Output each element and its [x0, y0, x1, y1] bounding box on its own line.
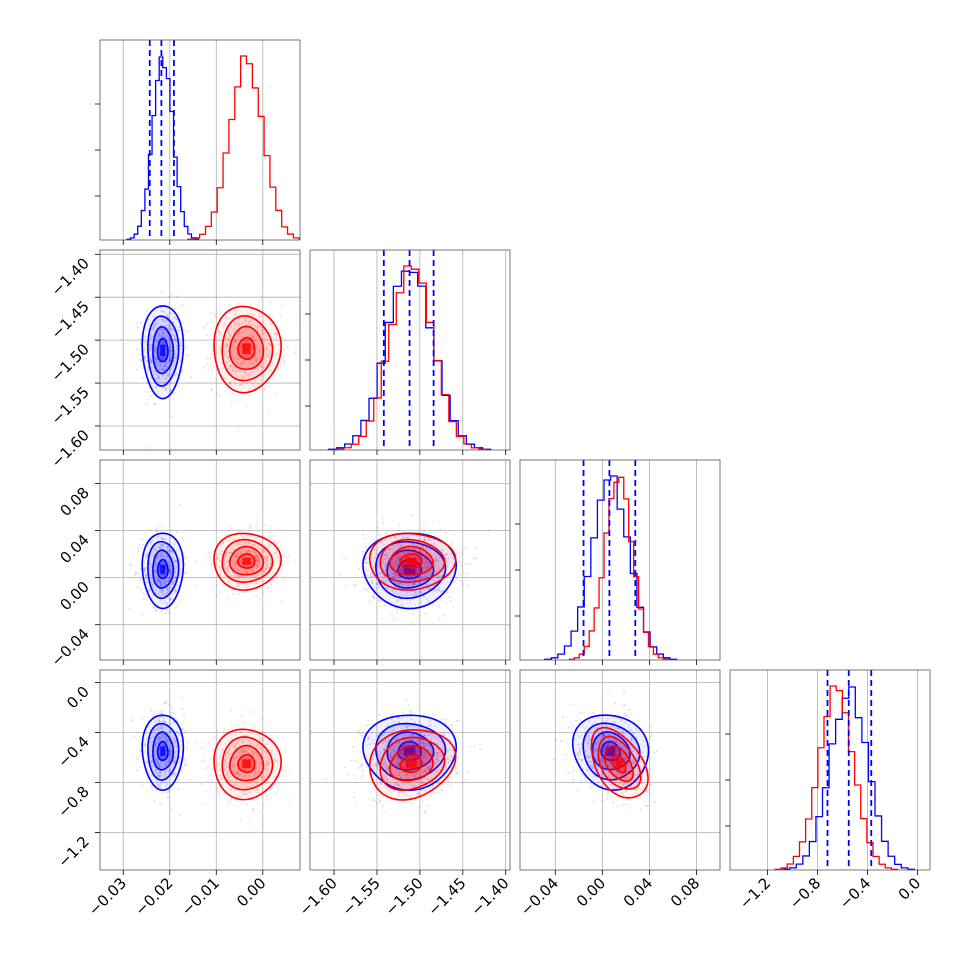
panel-frame [729, 669, 931, 871]
x-tick-label-0-2: −0.01 [178, 874, 223, 919]
panel-frame [519, 669, 721, 871]
density-core-1 [405, 759, 417, 769]
y-tick-label-2-2: 0.04 [56, 531, 92, 567]
panel-background [100, 40, 300, 240]
histogram-series-1 [568, 476, 669, 660]
panel-frame [309, 459, 511, 661]
panel-frame [99, 669, 301, 871]
y-tick-label-3-2: −0.4 [54, 733, 92, 771]
x-tick-label-1-1: −1.55 [339, 874, 384, 919]
panel-frame [309, 249, 511, 451]
panel-1-0 [95, 249, 301, 455]
x-tick-label-3-1: −0.8 [786, 874, 824, 912]
panel-frame [519, 459, 721, 661]
panel-2-1 [309, 459, 511, 665]
x-tick-label-3-3: 0.0 [895, 874, 925, 904]
grid-lines [520, 670, 720, 870]
y-tick-label-3-1: −0.8 [54, 783, 92, 821]
density-core-1 [615, 759, 623, 769]
grid-lines [122, 40, 264, 240]
x-tick-label-2-3: 0.08 [667, 874, 703, 910]
y-tick-label-1-1: −1.55 [48, 383, 93, 428]
grid-lines [100, 460, 300, 660]
density-core-0 [403, 746, 416, 756]
x-tick-label-1-2: −1.50 [381, 874, 426, 919]
y-tick-label-2-3: 0.08 [56, 484, 92, 520]
density-core-1 [242, 343, 251, 355]
x-tick-label-2-0: −0.04 [517, 874, 562, 919]
panel-3-2 [519, 669, 721, 875]
panel-background [100, 670, 300, 870]
histogram-series-1 [335, 265, 488, 450]
density-core-1 [405, 557, 417, 565]
panel-2-0 [95, 459, 301, 665]
panel-1-1 [305, 249, 511, 455]
histogram-series-0 [544, 475, 678, 660]
density-core-0 [160, 746, 166, 756]
y-tick-label-3-0: −1.2 [54, 833, 92, 871]
panel-background [100, 460, 300, 660]
x-tick-label-2-2: 0.04 [620, 874, 656, 910]
panel-background [520, 670, 720, 870]
x-tick-label-0-0: −0.03 [85, 874, 130, 919]
panel-3-3 [725, 669, 931, 875]
x-tick-label-3-0: −1.2 [736, 874, 774, 912]
grid-lines [333, 250, 507, 450]
x-tick-label-1-0: −1.60 [296, 874, 341, 919]
panel-3-0 [95, 669, 301, 875]
density-core-1 [242, 759, 251, 769]
panel-3-1 [309, 669, 511, 875]
x-tick-label-1-3: −1.45 [424, 874, 469, 919]
y-tick-label-2-1: 0.00 [56, 578, 92, 614]
y-tick-label-2-0: −0.04 [48, 625, 93, 670]
density-core-0 [403, 564, 416, 575]
x-tick-label-3-2: −0.4 [836, 874, 874, 912]
y-tick-label-3-3: 0.0 [63, 683, 93, 713]
grid-lines [310, 670, 510, 870]
panel-0-0 [95, 39, 301, 245]
panel-background [100, 250, 300, 450]
density-core-0 [160, 564, 166, 575]
panel-frame [99, 459, 301, 661]
y-tick-label-1-2: −1.50 [48, 340, 93, 385]
density-core-0 [605, 746, 616, 756]
grid-lines [554, 460, 697, 660]
histogram-series-1 [774, 685, 899, 870]
histogram-series-1 [187, 55, 300, 240]
y-tick-label-1-4: −1.40 [48, 254, 93, 299]
panel-frame [99, 39, 301, 241]
x-tick-label-0-1: −0.02 [131, 874, 176, 919]
density-core-1 [242, 557, 251, 565]
y-tick-label-1-0: −1.60 [48, 426, 93, 471]
x-tick-label-0-3: 0.00 [233, 874, 269, 910]
panel-background [520, 460, 720, 660]
x-tick-label-1-4: −1.40 [467, 874, 512, 919]
x-tick-label-2-1: 0.00 [573, 874, 609, 910]
panel-frame [309, 669, 511, 871]
panel-2-2 [515, 459, 721, 665]
y-tick-label-1-3: −1.45 [48, 297, 93, 342]
density-core-0 [160, 344, 166, 357]
panel-frame [99, 249, 301, 451]
histogram-series-0 [126, 56, 200, 240]
